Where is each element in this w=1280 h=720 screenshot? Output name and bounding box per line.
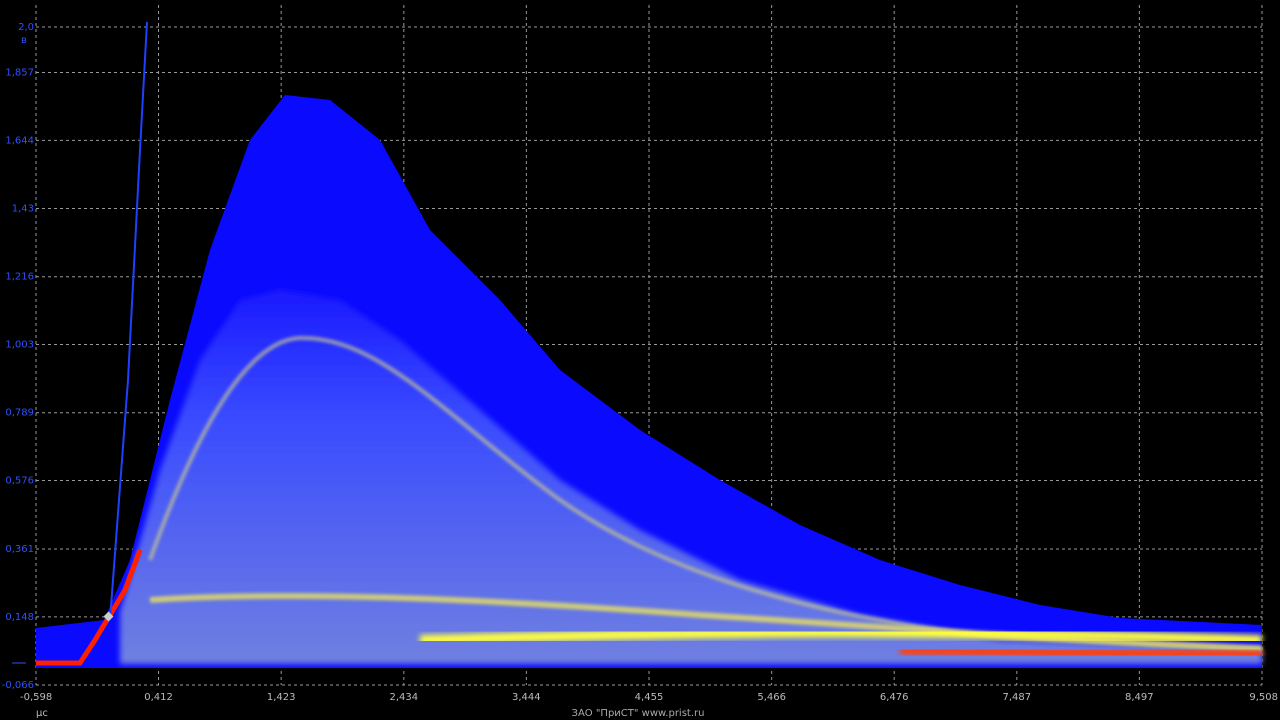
x-tick-label: 5,466	[757, 692, 786, 703]
footer: ЗАО "ПриСТ" www.prist.ru	[572, 708, 705, 719]
y-tick-label: 0,789	[5, 408, 34, 419]
y-tick-label: 0,576	[5, 476, 34, 487]
x-tick-label: 1,423	[267, 692, 296, 703]
y-tick-label: 2,0	[18, 22, 34, 33]
plot-area	[12, 5, 1263, 686]
y-tick-label: 1,003	[5, 340, 34, 351]
trace-hot	[899, 645, 1263, 660]
x-tick-label: 6,476	[880, 692, 909, 703]
y-tick-label: 1,644	[5, 135, 34, 146]
persistence-trace	[12, 21, 1263, 668]
x-tick-label: 3,444	[512, 692, 541, 703]
y-tick-label: 0,361	[5, 544, 34, 555]
x-tick-label: 4,455	[635, 692, 664, 703]
y-tick-label: -0,066	[2, 680, 34, 691]
dense-envelope	[120, 290, 1262, 664]
x-tick-label: 0,412	[144, 692, 173, 703]
x-tick-label: 7,487	[1003, 692, 1032, 703]
y-tick-label: 0,148	[5, 612, 34, 623]
trace-spike	[109, 21, 148, 621]
y-tick-label: 1,43	[12, 204, 34, 215]
y-unit: в	[21, 35, 27, 46]
trace-band	[148, 335, 1263, 652]
x-tick-label: 2,434	[390, 692, 419, 703]
x-tick-label: -0,598	[20, 692, 52, 703]
x-tick-label: 8,497	[1125, 692, 1154, 703]
trigger-marker	[103, 611, 114, 622]
trace-band	[419, 627, 1263, 645]
y-tick-label: 1,216	[5, 272, 34, 283]
y-tick-label: 1,857	[5, 68, 34, 79]
x-unit: μс	[36, 708, 48, 719]
trace-hot	[36, 549, 143, 666]
x-tick-label: 9,508	[1249, 692, 1278, 703]
